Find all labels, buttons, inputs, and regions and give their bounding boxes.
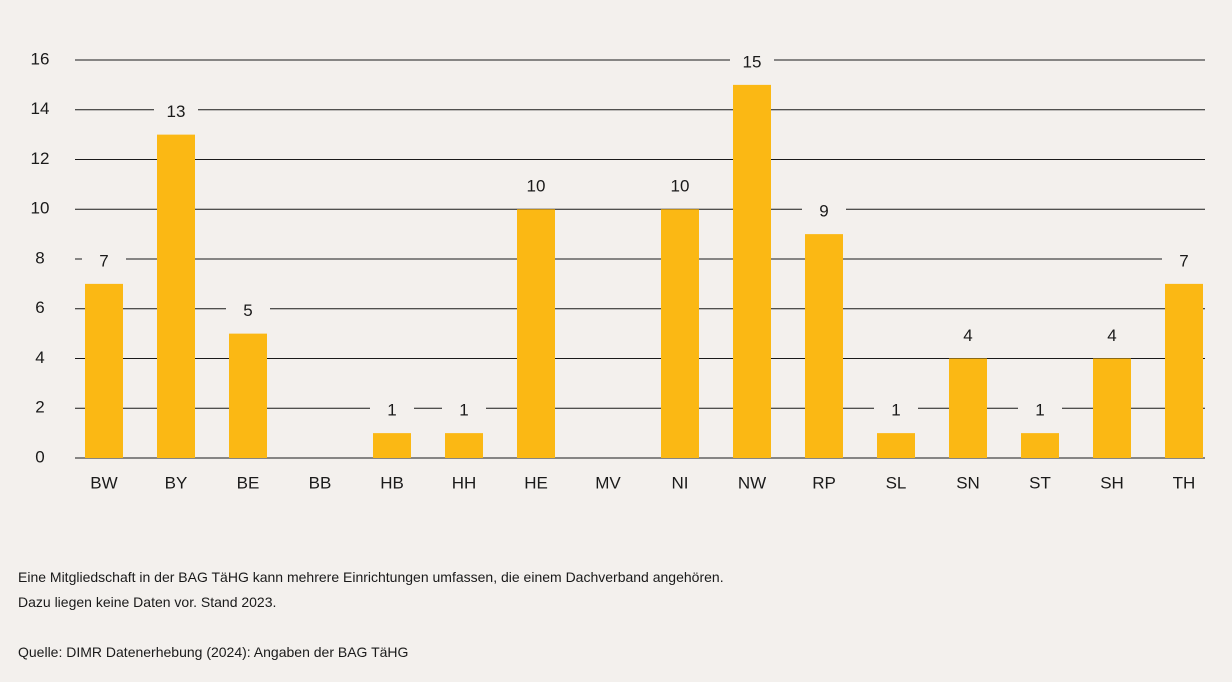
data-label: 1 [459,401,468,420]
y-tick-label: 14 [31,99,50,118]
y-tick-label: 0 [35,447,44,466]
data-label: 1 [891,401,900,420]
label-bg [82,247,126,274]
label-bg [442,397,486,424]
x-tick-label: SN [956,473,980,492]
label-bg [1162,247,1206,274]
x-tick-label: ST [1029,473,1051,492]
data-label: 1 [387,401,396,420]
bar [229,333,267,458]
x-tick-label: BW [90,473,117,492]
source: Quelle: DIMR Datenerhebung (2024): Angab… [18,644,409,660]
x-tick-label: BY [165,473,188,492]
y-tick-label: 4 [35,348,44,367]
bar [733,84,771,458]
data-label: 9 [819,202,828,221]
label-bg [226,297,270,324]
x-tick-label: MV [595,473,621,492]
label-bg [514,173,558,200]
data-label: 1 [1035,401,1044,420]
y-tick-label: 10 [31,199,50,218]
x-tick-label: RP [812,473,836,492]
bar [1093,358,1131,458]
x-tick-label: TH [1173,473,1196,492]
data-label: 4 [963,326,972,345]
bar [949,358,987,458]
x-tick-label: SL [886,473,907,492]
bar [445,433,483,458]
label-bg [730,48,774,75]
data-label: 10 [527,177,546,196]
label-bg [1090,322,1134,349]
y-tick-label: 16 [31,49,50,68]
label-bg [946,322,990,349]
bar [85,283,123,458]
data-label: 13 [167,102,186,121]
label-bg [1018,397,1062,424]
bar [1165,283,1203,458]
x-tick-label: HH [452,473,477,492]
note: Eine Mitgliedschaft in der BAG TäHG kann… [18,569,724,585]
label-bg [370,397,414,424]
data-label: 10 [671,177,690,196]
label-bg [874,397,918,424]
x-tick-label: NW [738,473,766,492]
data-label: 4 [1107,326,1116,345]
x-tick-label: SH [1100,473,1124,492]
y-tick-label: 6 [35,298,44,317]
y-tick-label: 2 [35,398,44,417]
data-label: 7 [1179,251,1188,270]
data-label: 5 [243,301,252,320]
data-label: 7 [99,251,108,270]
bar [877,433,915,458]
x-tick-label: HE [524,473,548,492]
y-tick-label: 8 [35,248,44,267]
bar [157,134,195,458]
bar [1021,433,1059,458]
x-tick-label: HB [380,473,404,492]
note: Dazu liegen keine Daten vor. Stand 2023. [18,594,277,610]
label-bg [802,198,846,225]
x-tick-label: BB [309,473,332,492]
y-tick-label: 12 [31,149,50,168]
bar [805,234,843,458]
x-tick-label: BE [237,473,260,492]
data-label: 15 [743,52,762,71]
label-bg [658,173,702,200]
x-tick-label: NI [672,473,689,492]
bar [661,209,699,458]
bar [517,209,555,458]
label-bg [154,98,198,125]
bar [373,433,411,458]
